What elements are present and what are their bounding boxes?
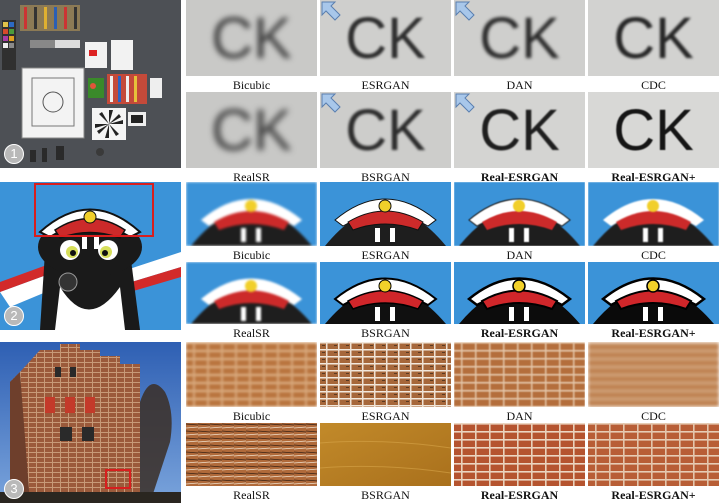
crop-1-real-esrgan-plus: CK (588, 92, 719, 168)
crop-3-bsrgan (320, 423, 451, 486)
arrow-icon (455, 1, 475, 21)
caption-cdc: CDC (641, 78, 666, 92)
image-number-badge: 1 (4, 144, 24, 164)
crop-2-real-esrgan (454, 262, 585, 324)
crop-1-cdc: CK (588, 0, 719, 76)
caption-dan: DAN (506, 409, 533, 423)
crop-3-cdc (588, 342, 719, 407)
reference-image-cartoon: 2 (0, 182, 181, 330)
caption-dan: DAN (506, 248, 533, 262)
crop-1-realsr: CK (186, 92, 317, 168)
crop-3-bicubic (186, 342, 317, 407)
caption-cdc: CDC (641, 409, 666, 423)
caption-realsr: RealSR (233, 488, 270, 502)
caption-esrgan: ESRGAN (361, 78, 410, 92)
arrow-icon (321, 1, 341, 21)
highlight-box (34, 183, 154, 237)
arrow-icon (321, 93, 341, 113)
crop-1-dan: CK (454, 0, 585, 76)
caption-real-esrgan-plus: Real-ESRGAN+ (611, 488, 696, 502)
caption-bsrgan: BSRGAN (361, 170, 410, 184)
caption-bicubic: Bicubic (232, 409, 271, 423)
crop-2-realsr (186, 262, 317, 324)
crop-3-realsr (186, 423, 317, 486)
crop-1-bicubic: CK (186, 0, 317, 76)
caption-real-esrgan: Real-ESRGAN (480, 326, 559, 340)
caption-dan: DAN (506, 78, 533, 92)
crop-3-real-esrgan-plus (588, 423, 719, 486)
crop-1-real-esrgan: CK (454, 92, 585, 168)
reference-image-building: 3 (0, 342, 181, 503)
crop-2-bicubic (186, 182, 317, 246)
image-number-badge: 3 (4, 479, 24, 499)
caption-esrgan: ESRGAN (361, 248, 410, 262)
caption-bicubic: Bicubic (232, 78, 271, 92)
caption-esrgan: ESRGAN (361, 409, 410, 423)
crop-3-dan (454, 342, 585, 407)
caption-real-esrgan-plus: Real-ESRGAN+ (611, 170, 696, 184)
image-number-badge: 2 (4, 306, 24, 326)
caption-real-esrgan-plus: Real-ESRGAN+ (611, 326, 696, 340)
caption-bsrgan: BSRGAN (361, 488, 410, 502)
crop-2-real-esrgan-plus (588, 262, 719, 324)
caption-real-esrgan: Real-ESRGAN (480, 170, 559, 184)
crop-3-real-esrgan (454, 423, 585, 486)
caption-realsr: RealSR (233, 170, 270, 184)
crop-2-cdc (588, 182, 719, 246)
caption-bicubic: Bicubic (232, 248, 271, 262)
arrow-icon (455, 93, 475, 113)
crop-2-bsrgan (320, 262, 451, 324)
caption-bsrgan: BSRGAN (361, 326, 410, 340)
crop-3-esrgan (320, 342, 451, 407)
caption-real-esrgan: Real-ESRGAN (480, 488, 559, 502)
caption-cdc: CDC (641, 248, 666, 262)
crop-2-esrgan (320, 182, 451, 246)
crop-2-dan (454, 182, 585, 246)
highlight-box (105, 469, 131, 489)
crop-1-esrgan: CK (320, 0, 451, 76)
crop-1-bsrgan: CK (320, 92, 451, 168)
reference-image-test-chart: 1 (0, 0, 181, 168)
caption-realsr: RealSR (233, 326, 270, 340)
